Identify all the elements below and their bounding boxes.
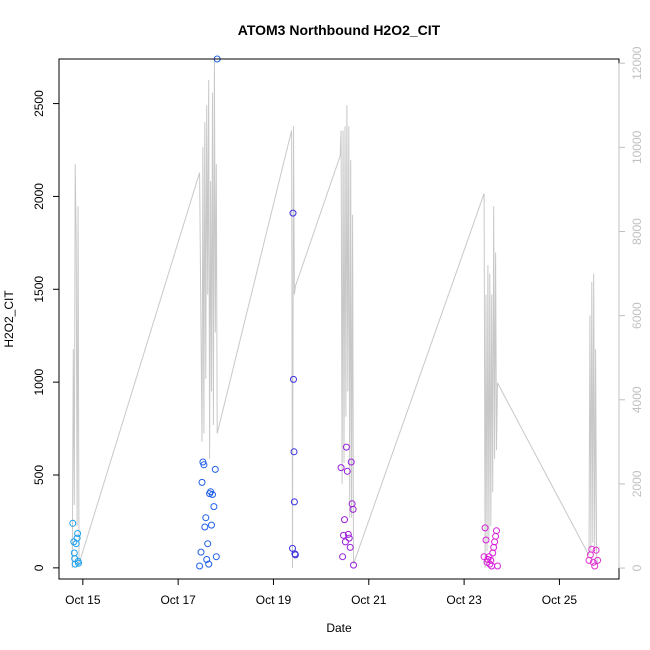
data-point (340, 531, 347, 539)
data-point (203, 556, 211, 563)
y-tick-label: 2500 (32, 90, 46, 117)
x-tick-label: Oct 19 (256, 593, 292, 607)
y2-tick-label: 6000 (630, 302, 644, 329)
x-tick-label: Oct 15 (65, 593, 101, 607)
data-point (210, 503, 218, 511)
data-point (486, 560, 494, 568)
data-point (594, 556, 602, 564)
data-point (69, 519, 77, 527)
data-point (592, 546, 600, 554)
data-point (339, 553, 347, 561)
data-point (73, 534, 81, 542)
x-tick-label: Oct 17 (160, 593, 196, 607)
y-axis-label: H2O2_CIT (2, 290, 16, 348)
data-point (589, 558, 597, 566)
y2-tick-label: 0 (630, 564, 644, 571)
data-point (341, 538, 349, 546)
data-point (591, 562, 599, 570)
data-point (196, 562, 204, 570)
data-point (289, 209, 297, 217)
data-point (346, 543, 354, 551)
data-point (290, 498, 298, 506)
data-point (345, 534, 353, 542)
y-tick-label: 1000 (32, 368, 46, 395)
data-point (200, 461, 208, 469)
x-tick-label: Oct 23 (446, 593, 482, 607)
data-point (342, 443, 350, 451)
data-point (494, 562, 501, 570)
data-point (343, 467, 351, 475)
data-point (350, 561, 357, 569)
data-point (201, 523, 209, 531)
y2-tick-label: 10000 (630, 130, 644, 164)
data-point (212, 553, 220, 561)
data-point (198, 478, 206, 486)
data-point (208, 521, 215, 529)
y2-tick-label: 2000 (630, 470, 644, 497)
x-tick-label: Oct 21 (351, 593, 387, 607)
x-axis-label: Date (326, 621, 352, 635)
data-point (349, 505, 357, 513)
y-tick-label: 0 (32, 564, 46, 571)
data-point (202, 514, 210, 522)
data-point (337, 464, 345, 472)
data-point (481, 524, 489, 532)
data-point (205, 560, 213, 568)
axes: Oct 15 Oct 17 Oct 19 Oct 21 Oct 23 Oct 25 0 500… (32, 46, 644, 607)
data-point (482, 536, 490, 544)
y-tick-label: 2000 (32, 183, 46, 210)
data-point (74, 530, 82, 537)
data-point (290, 448, 298, 456)
data-point (211, 465, 219, 473)
data-point (197, 548, 205, 556)
data-point (209, 491, 216, 498)
data-point (493, 527, 500, 535)
data-point (588, 545, 596, 553)
x-tick-label: Oct 25 (542, 593, 578, 607)
y-tick-label: 500 (32, 465, 46, 485)
y2-tick-label: 4000 (630, 386, 644, 413)
data-point (485, 553, 493, 561)
chart-title: ATOM3 Northbound H2O2_CIT (238, 22, 441, 38)
data-point (347, 458, 355, 466)
y-tick-label: 1500 (32, 276, 46, 303)
y2-tick-label: 12000 (630, 46, 644, 80)
data-point (204, 540, 212, 548)
y2-tick-label: 8000 (630, 218, 644, 245)
data-point (341, 516, 348, 524)
data-point (344, 530, 352, 538)
altitude-line (71, 58, 599, 569)
data-point (290, 375, 297, 383)
data-point (291, 551, 299, 559)
data-point (75, 559, 82, 567)
plot-area (69, 55, 602, 570)
